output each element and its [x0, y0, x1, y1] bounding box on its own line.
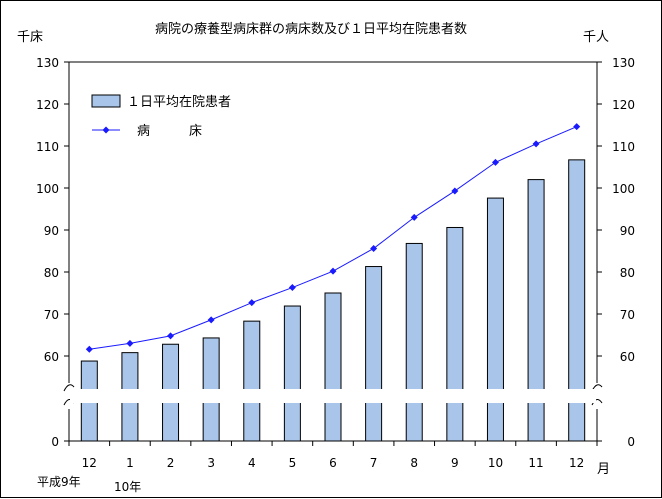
left-tick-label: 100: [36, 182, 59, 196]
line-point: [410, 213, 418, 221]
left-tick-label: 80: [44, 266, 59, 280]
x-tick-label: 7: [370, 456, 378, 470]
legend-swatch-bar: [91, 94, 121, 108]
chart-title: 病院の療養型病床群の病床数及び１日平均在院患者数: [155, 21, 467, 37]
left-tick-label: 90: [44, 224, 59, 238]
year-label-h10: 10年: [114, 480, 141, 494]
right-tick-label: 0: [627, 435, 635, 449]
line-point: [167, 332, 175, 340]
line-point: [532, 140, 540, 148]
x-tick-label: 10: [488, 456, 503, 470]
right-tick-label: 60: [620, 350, 635, 364]
right-axis-break-lower: [591, 399, 603, 406]
bar: [486, 197, 504, 442]
left-tick-label: 110: [36, 140, 59, 154]
bars-series: [70, 159, 596, 442]
x-tick-label: 8: [410, 456, 418, 470]
right-tick-label: 130: [612, 56, 635, 70]
axis-break-gap: [70, 389, 596, 403]
legend-swatch-marker: [102, 126, 110, 134]
right-tick-label: 80: [620, 266, 635, 280]
left-axis-break-upper: [63, 384, 75, 392]
bar: [446, 226, 464, 442]
line-point: [573, 123, 581, 131]
left-tick-label: 120: [36, 98, 59, 112]
x-axis-unit: 月: [597, 462, 610, 477]
right-tick-label: 100: [612, 182, 635, 196]
x-tick-label: 11: [528, 456, 543, 470]
left-tick-label: 60: [44, 350, 59, 364]
bar: [243, 320, 261, 442]
x-tick-label: 3: [207, 456, 215, 470]
right-axis-unit: 千人: [583, 30, 609, 45]
line-point: [491, 158, 499, 166]
x-tick-label: 1: [126, 456, 134, 470]
legend-label-line: 病 床: [137, 124, 202, 139]
x-tick-label: 4: [248, 456, 256, 470]
x-tick-label: 2: [167, 456, 175, 470]
bar: [283, 305, 301, 442]
year-label-h9: 平成9年: [37, 475, 81, 489]
bar: [568, 159, 586, 442]
line-point: [370, 244, 378, 252]
bar: [324, 292, 342, 442]
right-tick-label: 110: [612, 140, 635, 154]
bar: [405, 242, 423, 442]
left-tick-label: 130: [36, 56, 59, 70]
bar: [527, 179, 545, 442]
line-series: [85, 123, 581, 353]
x-tick-label: 9: [451, 456, 459, 470]
x-tick-label: 12: [82, 456, 97, 470]
line-point: [85, 345, 93, 353]
x-tick-label: 6: [329, 456, 337, 470]
x-tick-label: 12: [569, 456, 584, 470]
x-tick-label: 5: [289, 456, 297, 470]
left-tick-label: 70: [44, 308, 59, 322]
bar: [365, 266, 383, 442]
line-point: [207, 316, 215, 324]
left-tick-label: 0: [51, 435, 59, 449]
legend-label-bar: １日平均在院患者: [127, 95, 231, 110]
line-point: [126, 339, 134, 347]
left-axis-unit: 千床: [17, 30, 43, 45]
line-point: [288, 284, 296, 292]
line-point: [248, 299, 256, 307]
line-point: [329, 267, 337, 275]
right-tick-label: 90: [620, 224, 635, 238]
right-tick-label: 120: [612, 98, 635, 112]
right-tick-label: 70: [620, 308, 635, 322]
line-point: [451, 187, 459, 195]
